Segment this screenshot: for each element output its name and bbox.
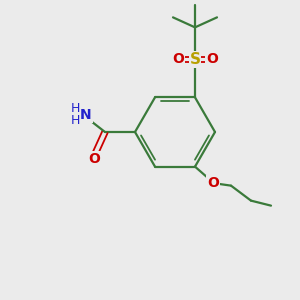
Text: O: O [88, 152, 100, 166]
Text: H: H [70, 101, 80, 115]
Text: O: O [207, 176, 219, 190]
Text: H: H [70, 113, 80, 127]
Text: N: N [80, 108, 92, 122]
Text: O: O [172, 52, 184, 66]
Text: S: S [190, 52, 200, 67]
Text: O: O [206, 52, 218, 66]
